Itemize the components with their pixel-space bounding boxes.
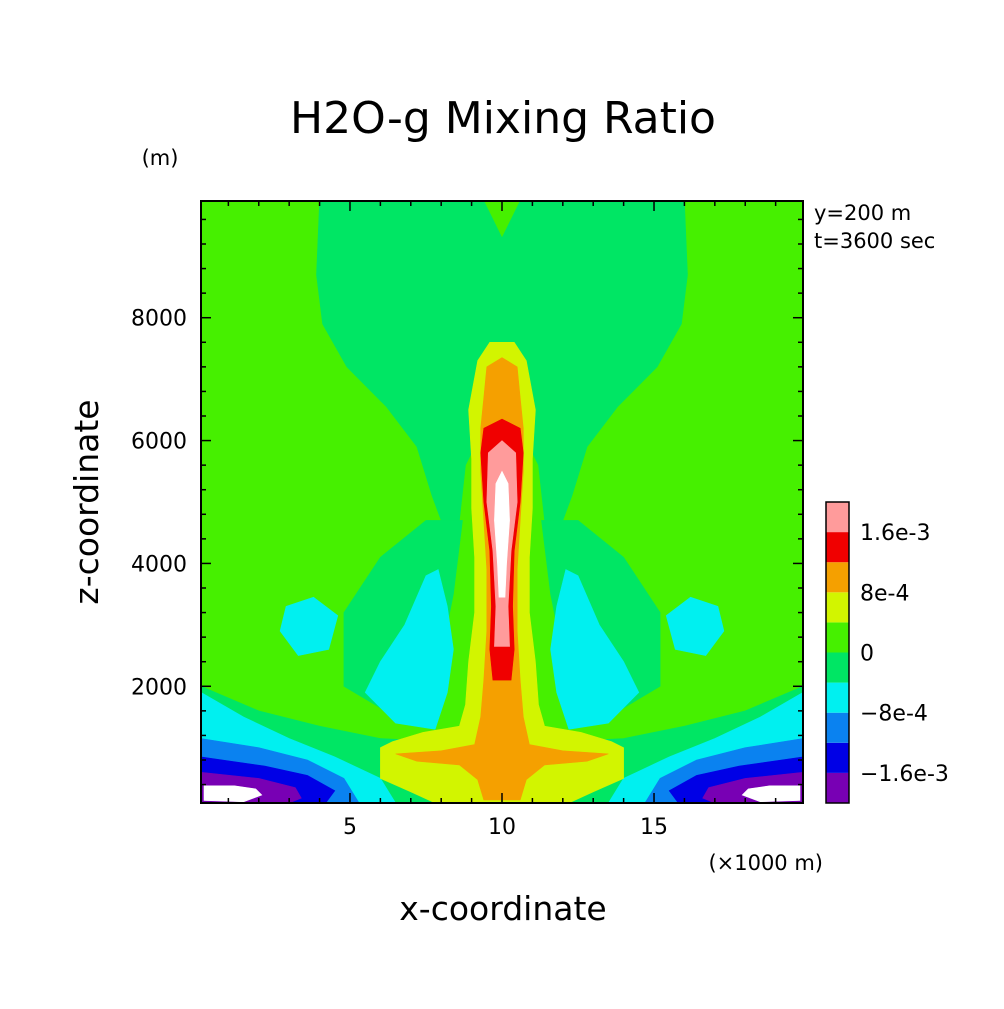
y-tick-label: 8000	[131, 307, 187, 332]
y-axis-label: z-coordinate	[67, 399, 106, 604]
colorbar-tick-label: 8e-4	[860, 581, 909, 606]
contour-region-white-lower-left	[203, 785, 263, 803]
x-tick-label: 15	[640, 815, 668, 840]
annotation-y-location: y=200 m	[814, 201, 911, 225]
chart-title: H2O-g Mixing Ratio	[290, 93, 716, 144]
contour-region-white-core	[494, 470, 510, 598]
x-tick-label: 10	[488, 815, 516, 840]
contour-region-cyan-blob-right	[665, 596, 725, 656]
colorbar-swatch	[826, 502, 849, 533]
colorbar-swatch	[826, 682, 849, 713]
colorbar-tick-label: 0	[860, 642, 874, 667]
colorbar-tick-label: −1.6e-3	[860, 762, 949, 787]
y-tick-label: 2000	[131, 675, 187, 700]
colorbar-swatch	[826, 742, 849, 773]
contour-region-cyan-arm-right	[550, 569, 640, 730]
x-tick-label: 5	[343, 815, 357, 840]
y-tick-label: 4000	[131, 552, 187, 577]
y-unit-label: (m)	[142, 146, 179, 170]
annotation-time: t=3600 sec	[814, 229, 935, 253]
contour-region-cyan-blob-left	[279, 596, 339, 656]
colorbar-tick-label: −8e-4	[860, 702, 928, 727]
contour-field	[201, 201, 803, 803]
colorbar-swatch	[826, 772, 849, 803]
colorbar-swatch	[826, 562, 849, 593]
x-unit-label: (×1000 m)	[708, 851, 823, 875]
colorbar-swatch	[826, 652, 849, 683]
colorbar-tick-label: 1.6e-3	[860, 521, 930, 546]
contour-region-cyan-arm-left	[364, 569, 454, 730]
colorbar-swatch	[826, 532, 849, 563]
colorbar-swatch	[826, 622, 849, 653]
axis-ticks: 5 10 15 2000 4000 6000 8000	[131, 201, 803, 840]
y-tick-label: 6000	[131, 430, 187, 455]
x-axis-label: x-coordinate	[399, 889, 606, 928]
contour-region-white-lower-right	[741, 785, 801, 803]
colorbar: 1.6e-3 8e-4 0 −8e-4 −1.6e-3	[825, 501, 949, 804]
colorbar-swatch	[826, 592, 849, 623]
colorbar-frame	[825, 501, 850, 804]
colorbar-swatch	[826, 712, 849, 743]
